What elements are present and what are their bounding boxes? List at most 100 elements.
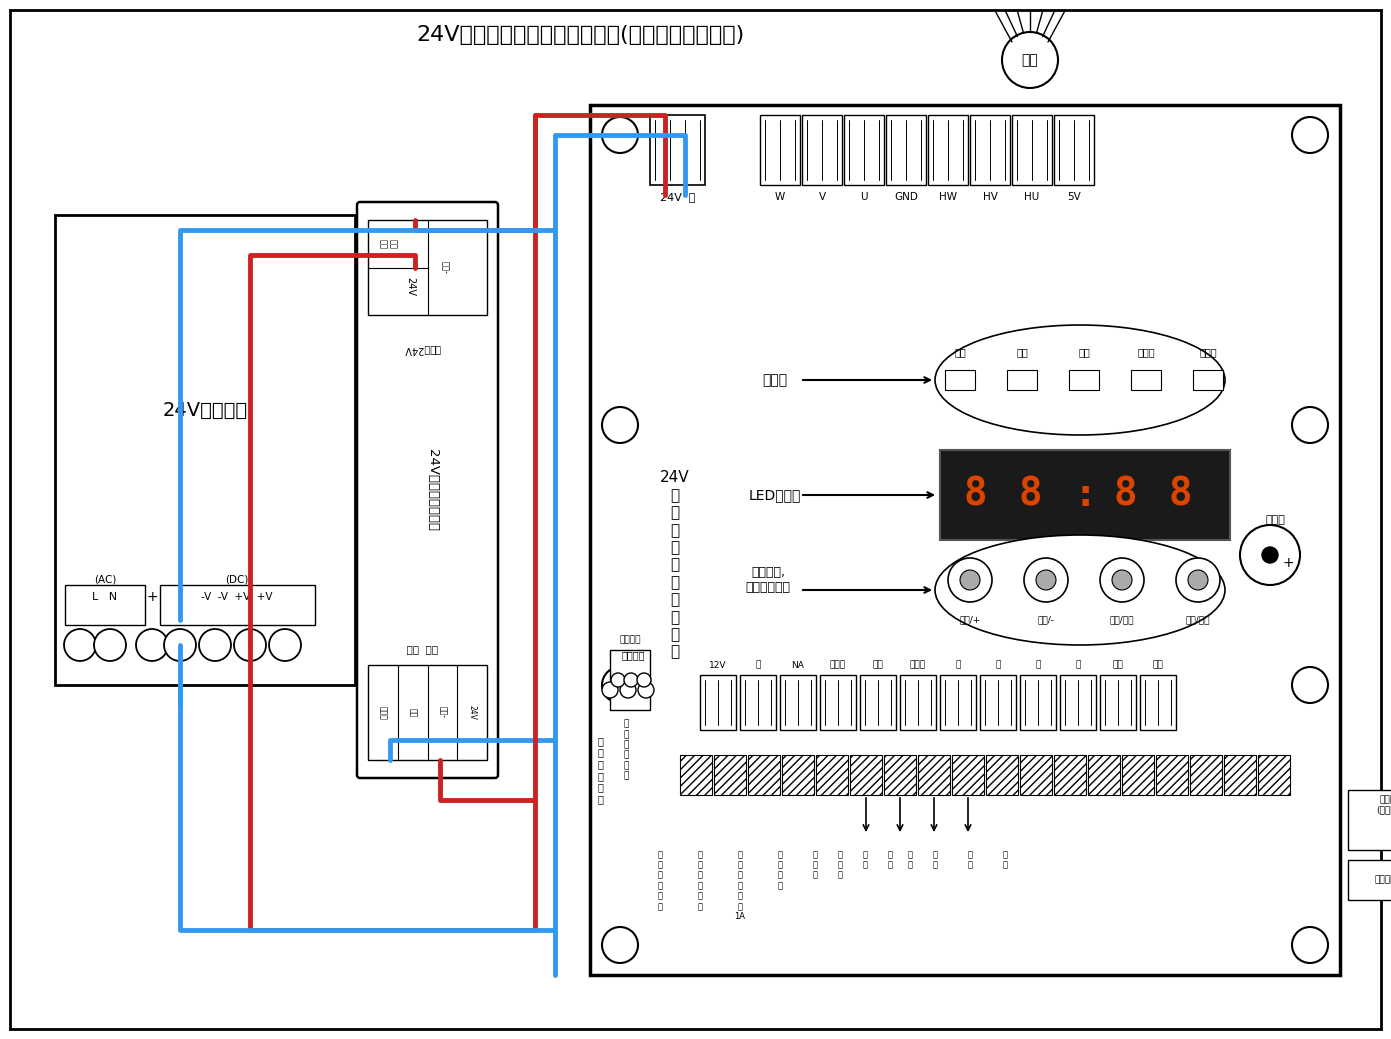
Circle shape: [960, 570, 981, 590]
Text: NA: NA: [791, 661, 804, 669]
FancyBboxPatch shape: [1054, 115, 1093, 185]
Text: 12V: 12V: [709, 661, 726, 669]
Text: 菜单/确认: 菜单/确认: [1110, 615, 1134, 624]
Text: 5V: 5V: [1067, 192, 1081, 202]
Text: 开到位: 开到位: [1138, 347, 1155, 357]
Text: -V  -V  +V  +V: -V -V +V +V: [202, 592, 273, 602]
Text: 开到位: 开到位: [830, 661, 846, 669]
Text: 起: 起: [956, 661, 961, 669]
FancyBboxPatch shape: [1070, 370, 1099, 390]
Circle shape: [1100, 558, 1143, 602]
FancyBboxPatch shape: [1257, 755, 1289, 795]
FancyBboxPatch shape: [1348, 860, 1391, 900]
FancyBboxPatch shape: [1189, 755, 1223, 795]
FancyBboxPatch shape: [357, 202, 498, 778]
Text: :: :: [1074, 476, 1096, 514]
FancyBboxPatch shape: [860, 675, 896, 730]
FancyBboxPatch shape: [944, 370, 975, 390]
FancyBboxPatch shape: [700, 675, 736, 730]
Text: 地: 地: [1075, 661, 1081, 669]
Text: 落: 落: [996, 661, 1000, 669]
Text: 地: 地: [755, 661, 761, 669]
Text: 输出-: 输出-: [438, 707, 447, 719]
FancyBboxPatch shape: [740, 675, 776, 730]
FancyBboxPatch shape: [900, 675, 936, 730]
Circle shape: [1292, 117, 1328, 153]
Text: 24V  地: 24V 地: [659, 192, 696, 202]
Text: 关到位: 关到位: [910, 661, 926, 669]
Circle shape: [1036, 570, 1056, 590]
Circle shape: [949, 558, 992, 602]
Text: GND: GND: [894, 192, 918, 202]
Circle shape: [199, 629, 231, 661]
Text: +: +: [1283, 556, 1294, 570]
Text: 开
到
位: 开 到 位: [812, 850, 818, 880]
FancyBboxPatch shape: [886, 115, 926, 185]
FancyBboxPatch shape: [10, 10, 1381, 1029]
Text: 停: 停: [1035, 661, 1040, 669]
FancyBboxPatch shape: [650, 115, 705, 185]
Text: 24V: 24V: [405, 277, 415, 296]
Text: 菜单选择,
功能设置按键: 菜单选择, 功能设置按键: [746, 566, 790, 594]
FancyBboxPatch shape: [951, 755, 983, 795]
Circle shape: [602, 682, 618, 698]
Circle shape: [637, 673, 651, 687]
Text: 8: 8: [1168, 476, 1192, 514]
Ellipse shape: [935, 535, 1225, 645]
Circle shape: [602, 927, 638, 963]
FancyBboxPatch shape: [369, 665, 487, 760]
Text: 电机: 电机: [1021, 53, 1038, 66]
Text: 24V多功能后备电源接线示意图(断电一次开闸功能): 24V多功能后备电源接线示意图(断电一次开闸功能): [416, 25, 744, 45]
FancyBboxPatch shape: [918, 755, 950, 795]
Text: 外置遥控: 外置遥控: [622, 650, 645, 660]
FancyBboxPatch shape: [65, 585, 145, 625]
FancyBboxPatch shape: [1020, 675, 1056, 730]
Text: 8: 8: [964, 476, 986, 514]
Text: LED数显屏: LED数显屏: [748, 488, 801, 502]
Circle shape: [136, 629, 168, 661]
FancyBboxPatch shape: [803, 115, 842, 185]
Text: U: U: [860, 192, 868, 202]
Circle shape: [1024, 558, 1068, 602]
Text: 鉴控  蓄池: 鉴控 蓄池: [406, 645, 438, 655]
Text: 外
置
美
线
接
口: 外 置 美 线 接 口: [697, 850, 702, 911]
FancyBboxPatch shape: [1013, 115, 1052, 185]
Text: 8: 8: [1018, 476, 1042, 514]
FancyBboxPatch shape: [1020, 755, 1052, 795]
FancyBboxPatch shape: [940, 450, 1230, 540]
Text: HU: HU: [1024, 192, 1039, 202]
FancyBboxPatch shape: [1100, 675, 1136, 730]
FancyBboxPatch shape: [850, 755, 882, 795]
Text: HW: HW: [939, 192, 957, 202]
Text: 光
敏
传
感
器
口: 光 敏 传 感 器 口: [623, 719, 629, 780]
Text: 光
敏
传
感
器
口: 光 敏 传 感 器 口: [597, 736, 602, 804]
FancyBboxPatch shape: [817, 755, 849, 795]
Text: 关
到
位: 关 到 位: [837, 850, 843, 880]
Text: (DC): (DC): [225, 575, 249, 585]
FancyBboxPatch shape: [590, 105, 1340, 975]
Text: 落闸: 落闸: [1078, 347, 1091, 357]
Text: 车辆检测器: 车辆检测器: [1374, 876, 1391, 884]
Circle shape: [602, 667, 638, 703]
FancyBboxPatch shape: [782, 755, 814, 795]
Text: (AC): (AC): [93, 575, 117, 585]
FancyBboxPatch shape: [1141, 675, 1175, 730]
Circle shape: [1292, 927, 1328, 963]
Circle shape: [1292, 407, 1328, 443]
Circle shape: [1292, 667, 1328, 703]
FancyBboxPatch shape: [56, 215, 355, 685]
Text: 运行: 运行: [954, 347, 965, 357]
Text: 公共: 公共: [872, 661, 883, 669]
FancyBboxPatch shape: [844, 115, 885, 185]
Text: 关到位: 关到位: [1199, 347, 1217, 357]
FancyBboxPatch shape: [1156, 755, 1188, 795]
Circle shape: [1002, 32, 1059, 88]
Text: 口满蓄: 口满蓄: [378, 705, 387, 719]
FancyBboxPatch shape: [981, 675, 1015, 730]
FancyBboxPatch shape: [1123, 755, 1155, 795]
Text: +: +: [146, 590, 157, 604]
Text: 扩
展
接
口: 扩 展 接 口: [778, 850, 783, 890]
FancyBboxPatch shape: [611, 650, 650, 710]
FancyBboxPatch shape: [940, 675, 976, 730]
Ellipse shape: [935, 325, 1225, 435]
